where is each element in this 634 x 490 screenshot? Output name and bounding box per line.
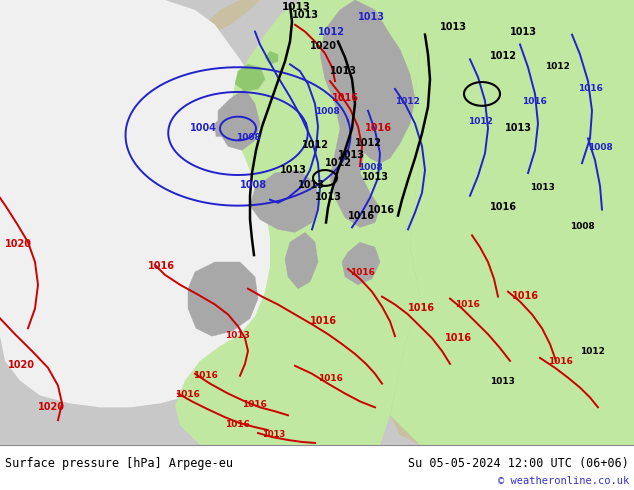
Text: 1020: 1020	[38, 402, 65, 412]
Text: 1008: 1008	[236, 133, 261, 143]
Polygon shape	[390, 0, 634, 445]
Text: © weatheronline.co.uk: © weatheronline.co.uk	[498, 476, 629, 486]
Text: 1012: 1012	[545, 62, 570, 71]
Text: 1013: 1013	[358, 12, 385, 22]
Polygon shape	[175, 0, 420, 445]
Text: 1016: 1016	[350, 268, 375, 277]
Text: 1008: 1008	[315, 107, 340, 116]
Polygon shape	[215, 114, 232, 136]
Text: Surface pressure [hPa] Arpege-eu: Surface pressure [hPa] Arpege-eu	[5, 457, 233, 470]
Text: 1013: 1013	[262, 430, 285, 439]
Text: 1012: 1012	[325, 158, 352, 168]
Polygon shape	[250, 170, 320, 232]
Text: 1013: 1013	[315, 192, 342, 202]
Polygon shape	[235, 64, 265, 91]
Text: 1013: 1013	[282, 2, 311, 12]
Polygon shape	[285, 232, 318, 289]
Text: 1016: 1016	[522, 97, 547, 106]
Text: 1016: 1016	[193, 371, 218, 380]
Text: 1013: 1013	[298, 180, 325, 190]
Text: 1008: 1008	[358, 163, 383, 172]
Polygon shape	[188, 262, 258, 336]
Text: 1013: 1013	[330, 66, 357, 76]
Text: 1020: 1020	[8, 360, 35, 370]
Text: Su 05-05-2024 12:00 UTC (06+06): Su 05-05-2024 12:00 UTC (06+06)	[408, 457, 629, 470]
Text: 1016: 1016	[225, 420, 250, 429]
Text: 1008: 1008	[240, 180, 267, 190]
Polygon shape	[320, 0, 395, 227]
Text: 1012: 1012	[318, 26, 345, 37]
Text: 1012: 1012	[355, 138, 382, 148]
Text: 1013: 1013	[280, 165, 307, 175]
Text: 1016: 1016	[512, 291, 539, 300]
Text: 1016: 1016	[368, 204, 395, 215]
Text: 1013: 1013	[530, 183, 555, 192]
Polygon shape	[342, 242, 380, 285]
Text: 1013: 1013	[490, 377, 515, 386]
Text: 1020: 1020	[5, 239, 32, 249]
Text: 1016: 1016	[408, 303, 435, 314]
Text: 1016: 1016	[578, 84, 603, 93]
Polygon shape	[360, 35, 415, 163]
Polygon shape	[218, 89, 260, 150]
Text: 1016: 1016	[348, 212, 375, 221]
Text: 1016: 1016	[332, 93, 359, 103]
Text: 1012: 1012	[490, 51, 517, 61]
Text: 1016: 1016	[455, 299, 480, 309]
Text: 1016: 1016	[175, 391, 200, 399]
Text: 1016: 1016	[242, 400, 267, 409]
Text: 1016: 1016	[548, 357, 573, 366]
Text: 1013: 1013	[440, 22, 467, 32]
Text: 1012: 1012	[302, 140, 329, 150]
Text: 1016: 1016	[445, 333, 472, 343]
Text: 1016: 1016	[490, 201, 517, 212]
Text: 1013: 1013	[362, 172, 389, 182]
Text: 1012: 1012	[580, 347, 605, 356]
Text: 1013: 1013	[505, 122, 532, 132]
Text: 1012: 1012	[468, 117, 493, 125]
Text: 1004: 1004	[190, 122, 217, 132]
Text: 1013: 1013	[338, 150, 365, 160]
Text: 1016: 1016	[365, 122, 392, 132]
Text: 1020: 1020	[310, 42, 337, 51]
Text: 1016: 1016	[310, 317, 337, 326]
Polygon shape	[0, 0, 260, 35]
Text: 1016: 1016	[148, 261, 175, 271]
Polygon shape	[265, 51, 278, 64]
Polygon shape	[390, 0, 634, 445]
Text: 1008: 1008	[588, 143, 612, 152]
Text: 1013: 1013	[292, 10, 319, 20]
Polygon shape	[0, 0, 320, 445]
Text: 1012: 1012	[395, 97, 420, 106]
Text: 1013: 1013	[225, 331, 250, 340]
Text: 1013: 1013	[510, 26, 537, 37]
Text: 1016: 1016	[318, 374, 343, 383]
Text: 1008: 1008	[570, 222, 595, 231]
